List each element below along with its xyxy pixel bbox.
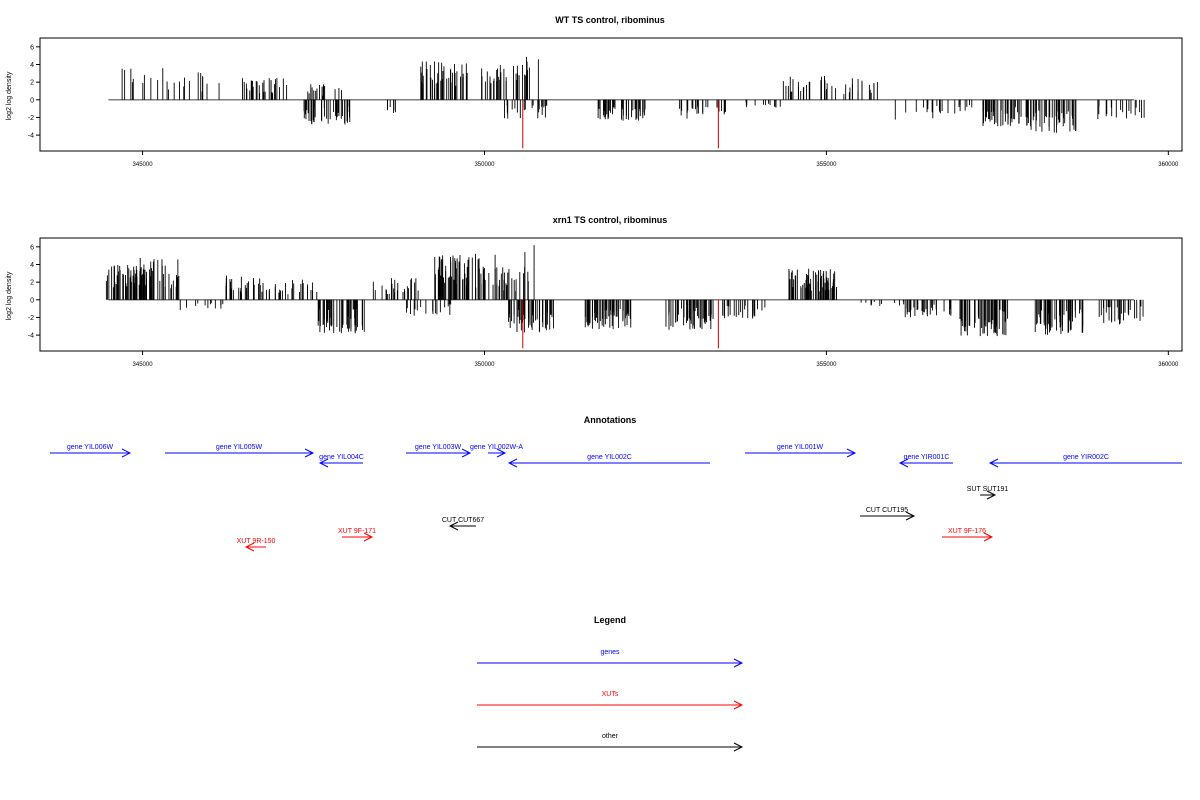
xrn1-x-ticks: 345000 350000 355000 360000 <box>133 351 1179 368</box>
legend-panel: Legend genes XUTs other <box>477 615 744 752</box>
wt-bars <box>108 56 1145 149</box>
wt-x-tick-label: 350000 <box>474 162 495 168</box>
annotation-label: gene YIL001W <box>777 444 824 451</box>
annotation-label: CUT CUT667 <box>442 517 484 524</box>
xrn1-panel: xrn1 TS control, ribominus log2 log dens… <box>6 215 1183 368</box>
wt-y-tick-label: -2 <box>28 115 34 122</box>
xrn1-x-tick-label: 360000 <box>1158 362 1179 368</box>
wt-y-axis-label: log2 log density <box>6 71 13 120</box>
annotation-label: XUT 9R-150 <box>237 538 276 545</box>
xrn1-x-tick-label: 345000 <box>133 362 154 368</box>
wt-x-tick-label: 345000 <box>133 162 154 168</box>
annotation-label: XUT 9F-176 <box>948 528 986 535</box>
legend-label: other <box>602 733 619 740</box>
annotation-arrow <box>448 521 476 531</box>
annotation-arrow <box>406 448 472 458</box>
annotation-label: gene YIL002C <box>587 454 632 461</box>
annotations-title: Annotations <box>584 415 637 425</box>
wt-x-tick-label: 360000 <box>1158 162 1179 168</box>
annotation-label: gene YIR001C <box>904 454 950 461</box>
wt-y-tick-label: 6 <box>30 44 34 51</box>
wt-title: WT TS control, ribominus <box>555 15 665 25</box>
legend-arrow <box>477 742 744 752</box>
wt-y-tick-label: 2 <box>30 80 34 87</box>
annotation-label: gene YIL003W <box>415 444 462 451</box>
legend-title: Legend <box>594 615 626 625</box>
annotation-arrow <box>244 542 266 552</box>
annotation-label: gene YIL006W <box>67 444 114 451</box>
wt-panel: WT TS control, ribominus log2 log densit… <box>6 15 1183 168</box>
xrn1-title: xrn1 TS control, ribominus <box>553 215 668 225</box>
xrn1-y-tick-label: 6 <box>30 244 34 251</box>
wt-plot-frame <box>39 37 1183 152</box>
legend-arrow <box>477 658 744 668</box>
legend-arrow <box>477 700 744 710</box>
annotation-arrow <box>342 532 374 542</box>
wt-y-ticks: 6 4 2 0 -2 -4 <box>28 44 40 140</box>
wt-x-ticks: 345000 350000 355000 360000 <box>133 151 1179 168</box>
annotation-arrow <box>898 458 953 468</box>
annotation-arrow <box>988 458 1182 468</box>
annotation-label: gene YIL004C <box>319 454 364 461</box>
xrn1-plot-frame <box>39 237 1183 352</box>
annotation-label: XUT 9F-171 <box>338 528 376 535</box>
annotation-arrow <box>50 448 132 458</box>
xrn1-y-tick-label: 2 <box>30 280 34 287</box>
legend-entries: genes XUTs other <box>477 649 744 752</box>
annotation-arrow <box>942 532 994 542</box>
wt-x-tick-label: 355000 <box>816 162 837 168</box>
xrn1-y-axis-label: log2 log density <box>6 271 13 320</box>
xrn1-y-ticks: 6 4 2 0 -2 -4 <box>28 244 40 340</box>
xrn1-bars <box>105 245 1144 349</box>
wt-y-tick-label: -4 <box>28 133 34 140</box>
xrn1-y-tick-label: -2 <box>28 315 34 322</box>
annotation-label: gene YIR002C <box>1063 454 1109 461</box>
xrn1-y-tick-label: -4 <box>28 333 34 340</box>
annotations-panel: Annotations gene YIL006W gene YIL005Wgene… <box>50 415 1182 552</box>
annotation-arrow <box>745 448 857 458</box>
xrn1-y-tick-label: 4 <box>30 262 34 269</box>
annotation-arrow <box>507 458 710 468</box>
annotation-arrow <box>318 458 363 468</box>
annotation-arrow <box>980 490 997 500</box>
annotation-arrow <box>165 448 315 458</box>
annotation-arrow <box>488 448 507 458</box>
annotation-label: SUT SUT191 <box>967 486 1009 493</box>
xrn1-x-tick-label: 350000 <box>474 362 495 368</box>
wt-y-tick-label: 4 <box>30 62 34 69</box>
annotation-label: CUT CUT195 <box>866 507 908 514</box>
annotation-label: gene YIL005W <box>216 444 263 451</box>
annotation-arrow <box>860 511 916 521</box>
legend-label: genes <box>600 649 620 656</box>
annotation-label: gene YIL002W-A <box>470 444 523 451</box>
wt-y-tick-label: 0 <box>30 97 34 104</box>
annotation-features: gene YIL006W gene YIL005W gene YIL004C gene… <box>50 444 1182 552</box>
legend-label: XUTs <box>602 691 619 698</box>
xrn1-y-tick-label: 0 <box>30 297 34 304</box>
xrn1-x-tick-label: 355000 <box>816 362 837 368</box>
